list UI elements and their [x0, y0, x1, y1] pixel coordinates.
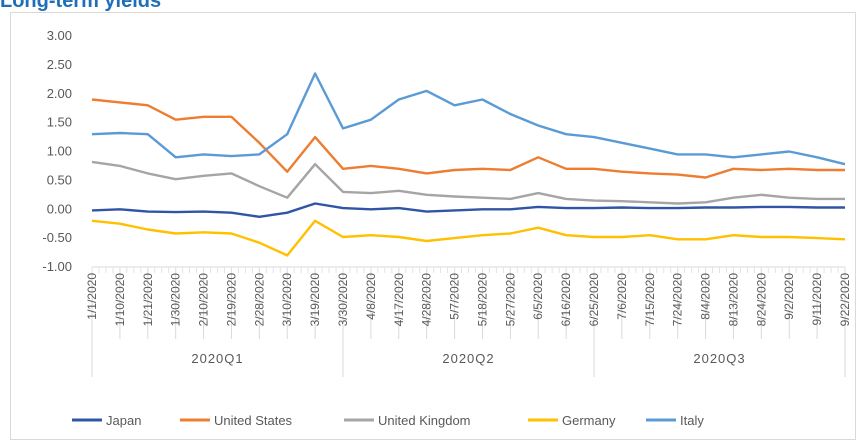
- x-tick-label: 2/19/2020: [224, 273, 238, 327]
- x-tick-label: 6/25/2020: [587, 273, 601, 327]
- group-label: 2020Q3: [693, 351, 745, 366]
- x-tick-label: 4/17/2020: [392, 273, 406, 327]
- x-tick-label: 1/21/2020: [141, 273, 155, 327]
- x-axis-groups: 2020Q1 2020Q2 2020Q3: [91, 339, 846, 377]
- legend-label: Japan: [106, 413, 141, 428]
- x-tick-label: 4/28/2020: [420, 273, 434, 327]
- x-tick-label: 7/15/2020: [643, 273, 657, 327]
- x-tick-label: 7/24/2020: [671, 273, 685, 327]
- x-tick-label: 2/10/2020: [197, 273, 211, 327]
- legend-label: United Kingdom: [378, 413, 471, 428]
- series-line-united-kingdom: [91, 160, 845, 205]
- legend-label: United States: [214, 413, 293, 428]
- x-tick-label: 4/8/2020: [364, 273, 378, 320]
- x-tick-label: 9/22/2020: [838, 273, 852, 327]
- x-axis-labels: 1/1/2020 1/10/2020 1/21/2020 1/30/2020 2/10/…: [85, 273, 852, 327]
- x-tick-label: 3/19/2020: [308, 273, 322, 327]
- y-tick-label: 0.50: [47, 172, 72, 187]
- series-line-germany: [91, 219, 846, 257]
- x-tick-label: 1/30/2020: [169, 273, 183, 327]
- x-tick-label: 6/5/2020: [531, 273, 545, 320]
- x-tick-label: 5/27/2020: [503, 273, 517, 327]
- series-lines: [91, 72, 846, 257]
- y-tick-label: 2.50: [47, 57, 72, 72]
- y-axis: 3.00 2.50 2.00 1.50 1.00 0.50 0.00 -0.50 -1.00: [42, 28, 72, 274]
- y-tick-label: 1.50: [47, 115, 72, 130]
- series-line-japan: [91, 202, 845, 219]
- y-tick-label: -0.50: [42, 230, 72, 245]
- y-tick-label: 2.00: [47, 86, 72, 101]
- series-line-italy: [91, 72, 846, 166]
- y-tick-label: 3.00: [47, 28, 72, 43]
- x-tick-label: 9/11/2020: [810, 273, 824, 326]
- x-axis-grid: [91, 266, 846, 339]
- x-tick-label: 1/1/2020: [85, 273, 99, 320]
- chart-title: Long-term yields: [0, 0, 162, 12]
- x-tick-label: 6/16/2020: [559, 273, 573, 327]
- x-tick-label: 5/18/2020: [475, 273, 489, 327]
- series-line-united-states: [91, 98, 845, 179]
- x-tick-label: 8/13/2020: [726, 273, 740, 327]
- legend-label: Germany: [562, 413, 616, 428]
- x-tick-label: 7/6/2020: [615, 273, 629, 320]
- x-tick-label: 5/7/2020: [448, 273, 462, 320]
- y-tick-label: 0.00: [47, 201, 72, 216]
- chart-frame: [10, 12, 856, 440]
- x-tick-label: 3/10/2020: [280, 273, 294, 327]
- legend-label: Italy: [680, 413, 704, 428]
- legend: Japan United States United Kingdom Germany I…: [72, 413, 704, 428]
- y-tick-label: 1.00: [47, 144, 72, 159]
- group-label: 2020Q1: [191, 351, 243, 366]
- x-tick-label: 9/2/2020: [782, 273, 796, 320]
- group-label: 2020Q2: [442, 351, 494, 366]
- x-tick-label: 2/28/2020: [252, 273, 266, 327]
- x-tick-label: 3/30/2020: [336, 273, 350, 327]
- y-tick-label: -1.00: [42, 259, 72, 274]
- x-tick-label: 8/24/2020: [754, 273, 768, 327]
- x-tick-label: 8/4/2020: [699, 273, 713, 320]
- x-tick-label: 1/10/2020: [113, 273, 127, 327]
